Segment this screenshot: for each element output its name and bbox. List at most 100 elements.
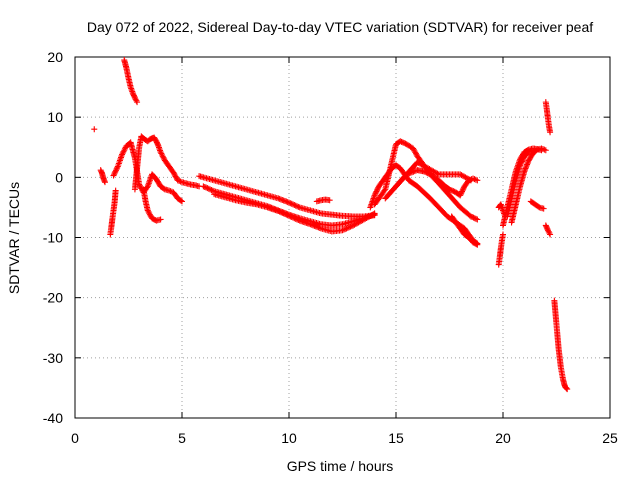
data-point <box>286 199 292 206</box>
data-point <box>542 147 549 154</box>
data-point <box>132 96 139 103</box>
y-tick-label: -10 <box>43 230 63 246</box>
data-point <box>288 200 295 207</box>
data-point <box>295 203 302 210</box>
series-t10 <box>211 191 378 235</box>
data-point <box>279 209 286 216</box>
data-point <box>290 214 297 221</box>
data-point <box>474 177 481 184</box>
data-point <box>519 157 526 164</box>
data-point <box>446 186 453 193</box>
data-point <box>460 185 467 192</box>
data-point <box>157 149 164 156</box>
data-point <box>277 209 284 216</box>
x-tick-label: 0 <box>71 430 79 446</box>
data-point <box>525 149 532 156</box>
data-point <box>339 227 346 234</box>
data-point <box>288 214 295 221</box>
data-point <box>412 150 419 157</box>
data-point <box>119 151 126 158</box>
x-tick-label: 20 <box>495 430 511 446</box>
data-point <box>459 187 466 194</box>
y-tick-label: -40 <box>43 410 63 426</box>
data-point <box>201 183 208 190</box>
data-point <box>145 208 152 215</box>
data-point <box>170 169 177 176</box>
data-point <box>420 168 427 175</box>
data-point <box>410 145 417 152</box>
data-point <box>112 168 119 175</box>
data-point <box>111 169 118 176</box>
data-point <box>517 161 524 168</box>
data-point <box>143 184 150 191</box>
data-point <box>474 216 481 223</box>
series-t20 <box>504 147 536 220</box>
data-point <box>179 198 185 205</box>
data-point <box>159 153 166 160</box>
data-point <box>471 176 478 183</box>
data-point <box>171 170 178 177</box>
data-point <box>101 179 108 186</box>
data-point <box>91 126 98 133</box>
data-point <box>144 207 151 214</box>
data-point <box>398 138 405 145</box>
series-t22 <box>527 198 547 212</box>
series-t16 <box>448 213 481 248</box>
series-t7 <box>140 186 164 224</box>
data-point <box>411 148 418 155</box>
data-point <box>133 97 140 104</box>
data-point <box>294 216 301 223</box>
data-point <box>174 177 181 184</box>
data-point <box>469 214 476 221</box>
data-point <box>547 231 554 238</box>
data-point <box>397 138 404 145</box>
data-point <box>171 172 178 179</box>
y-tick-label: -30 <box>43 350 63 366</box>
y-tick-label: 20 <box>47 49 63 65</box>
data-point <box>205 185 212 192</box>
data-point <box>284 212 291 219</box>
data-point <box>473 215 480 222</box>
data-point <box>342 226 349 233</box>
data-point <box>472 176 479 183</box>
x-tick-label: 25 <box>602 430 618 446</box>
data-point <box>204 185 211 192</box>
data-point <box>209 187 216 194</box>
data-point <box>291 215 298 222</box>
data-points <box>91 57 571 393</box>
data-point <box>343 225 350 232</box>
x-tick-label: 5 <box>178 430 186 446</box>
data-point <box>371 210 378 217</box>
data-point <box>275 208 282 215</box>
data-point <box>114 164 121 171</box>
data-point <box>158 150 165 157</box>
data-point <box>173 174 180 181</box>
x-tick-label: 10 <box>281 430 297 446</box>
data-point <box>410 146 417 153</box>
data-point <box>176 177 183 184</box>
data-point <box>348 223 355 230</box>
data-point <box>402 140 409 147</box>
data-point <box>167 188 174 195</box>
data-point <box>467 176 474 183</box>
data-point <box>401 140 408 147</box>
data-point <box>370 211 377 218</box>
y-axis-label: SDTVAR / TECUs <box>6 182 22 294</box>
data-point <box>374 185 381 192</box>
data-point <box>545 228 552 235</box>
data-point <box>541 146 548 153</box>
data-point <box>208 186 215 193</box>
data-point <box>539 146 546 153</box>
data-point <box>283 211 290 218</box>
data-point <box>473 241 480 248</box>
data-point <box>121 145 128 152</box>
data-point <box>518 158 525 165</box>
data-point <box>457 191 464 198</box>
data-point <box>563 385 570 392</box>
data-point <box>286 212 292 219</box>
data-point <box>160 154 167 161</box>
data-point <box>292 202 299 209</box>
data-point <box>134 99 141 106</box>
data-point <box>547 129 554 136</box>
data-point <box>412 149 419 156</box>
